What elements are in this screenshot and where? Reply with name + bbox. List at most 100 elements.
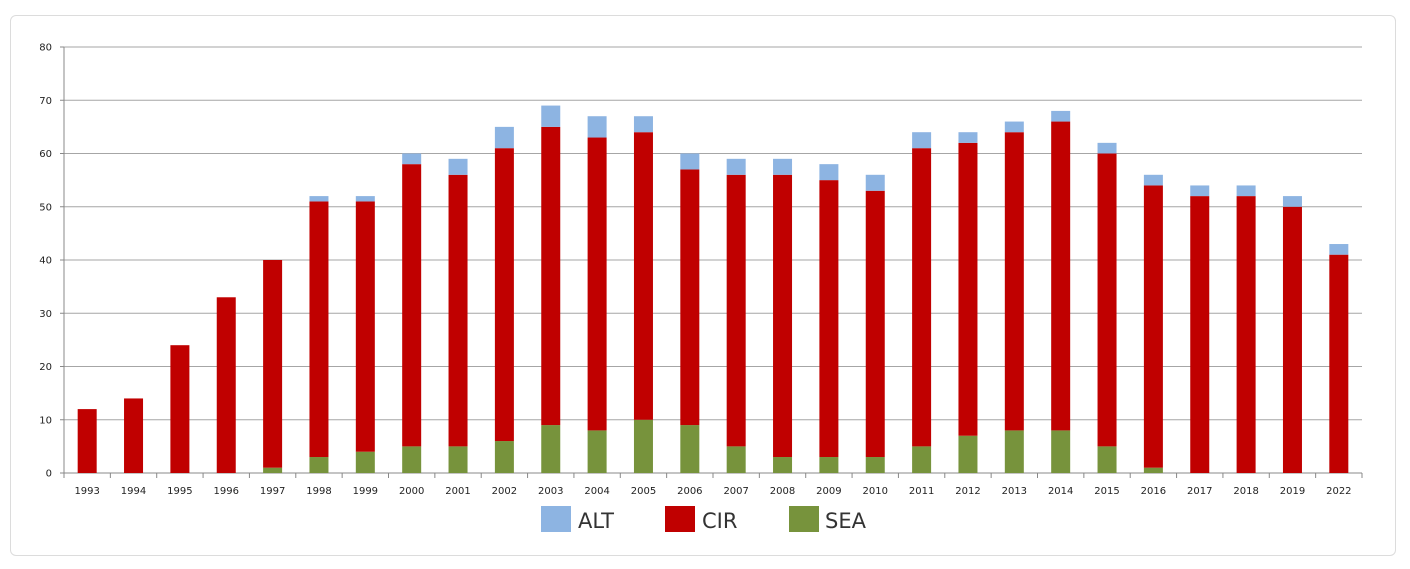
legend-item-cir: CIR xyxy=(665,506,737,533)
bar-alt xyxy=(633,116,653,133)
bar-cir xyxy=(448,174,468,447)
bar-cir xyxy=(77,409,97,473)
bar-sea xyxy=(402,446,422,473)
x-tick-label: 2011 xyxy=(909,486,934,497)
legend-item-alt: ALT xyxy=(541,506,614,533)
bar-cir xyxy=(124,398,144,473)
bar-cir xyxy=(773,174,793,458)
y-tick-label: 80 xyxy=(39,43,52,54)
y-tick-label: 40 xyxy=(39,256,52,267)
legend-label: CIR xyxy=(702,509,737,533)
y-tick-label: 30 xyxy=(39,309,52,320)
x-tick-label: 1996 xyxy=(214,486,239,497)
bar-cir xyxy=(170,345,190,473)
bar-alt xyxy=(309,196,329,202)
x-tick-label: 2012 xyxy=(955,486,980,497)
bar-cir xyxy=(865,190,885,458)
bar-cir xyxy=(1143,185,1163,468)
bar-alt xyxy=(680,153,700,170)
x-tick-label: 2001 xyxy=(445,486,470,497)
bar-alt xyxy=(1097,142,1117,154)
bar-alt xyxy=(541,105,561,127)
legend-swatch xyxy=(789,506,819,532)
bar-alt xyxy=(1329,244,1349,255)
x-tick-label: 1998 xyxy=(306,486,331,497)
bar-sea xyxy=(958,435,978,473)
bar-cir xyxy=(1051,121,1071,431)
x-tick-label: 2010 xyxy=(863,486,888,497)
bar-alt xyxy=(865,174,885,191)
bar-cir xyxy=(819,180,839,458)
bar-cir xyxy=(726,174,746,447)
bar-cir xyxy=(1097,153,1117,447)
bar-cir xyxy=(355,201,375,452)
bar-alt xyxy=(1190,185,1210,197)
bar-cir xyxy=(494,148,514,442)
bar-cir xyxy=(309,201,329,458)
bar-alt xyxy=(1143,174,1163,186)
bar-cir xyxy=(1190,196,1210,473)
bar-sea xyxy=(633,419,653,473)
bar-cir xyxy=(633,132,653,420)
legend-swatch xyxy=(541,506,571,532)
legend-label: ALT xyxy=(578,509,614,533)
x-tick-label: 2014 xyxy=(1048,486,1073,497)
chart-card xyxy=(10,15,1396,556)
bar-alt xyxy=(773,158,793,175)
bar-alt xyxy=(355,196,375,202)
bar-cir xyxy=(402,164,422,447)
bar-sea xyxy=(819,457,839,473)
x-tick-label: 2017 xyxy=(1187,486,1212,497)
x-tick-label: 1994 xyxy=(121,486,146,497)
x-tick-label: 2006 xyxy=(677,486,702,497)
bar-sea xyxy=(263,467,283,473)
bar-sea xyxy=(1004,430,1024,473)
bar-cir xyxy=(1282,206,1302,473)
bar-sea xyxy=(494,441,514,473)
bar-alt xyxy=(448,158,468,175)
legend-label: SEA xyxy=(825,509,867,533)
x-tick-label: 2005 xyxy=(631,486,656,497)
x-tick-label: 2000 xyxy=(399,486,424,497)
bar-sea xyxy=(680,425,700,473)
x-tick-label: 2019 xyxy=(1280,486,1305,497)
bar-sea xyxy=(912,446,932,473)
bar-alt xyxy=(1004,121,1024,133)
bar-cir xyxy=(1329,254,1349,473)
bar-sea xyxy=(309,457,329,473)
x-tick-label: 2004 xyxy=(584,486,609,497)
bar-sea xyxy=(1143,467,1163,473)
bar-alt xyxy=(1236,185,1256,197)
bar-cir xyxy=(1236,196,1256,473)
x-tick-label: 2003 xyxy=(538,486,563,497)
y-tick-label: 10 xyxy=(39,415,52,426)
bar-sea xyxy=(541,425,561,473)
bar-alt xyxy=(494,126,514,149)
bar-sea xyxy=(587,430,607,473)
x-tick-label: 2015 xyxy=(1094,486,1119,497)
bar-cir xyxy=(216,297,236,473)
y-tick-label: 0 xyxy=(46,469,52,480)
bar-alt xyxy=(587,116,607,138)
bar-cir xyxy=(958,142,978,436)
bar-alt xyxy=(958,132,978,143)
x-tick-label: 2016 xyxy=(1141,486,1166,497)
x-tick-label: 1995 xyxy=(167,486,192,497)
bar-sea xyxy=(726,446,746,473)
bar-sea xyxy=(1051,430,1071,473)
bar-sea xyxy=(355,451,375,473)
y-tick-label: 20 xyxy=(39,362,52,373)
bar-cir xyxy=(680,169,700,426)
bar-alt xyxy=(912,132,932,149)
bar-alt xyxy=(819,164,839,181)
x-tick-label: 2018 xyxy=(1233,486,1258,497)
bar-alt xyxy=(1282,196,1302,207)
bar-sea xyxy=(1097,446,1117,473)
bar-cir xyxy=(263,260,283,468)
x-tick-label: 2022 xyxy=(1326,486,1351,497)
bar-sea xyxy=(773,457,793,473)
x-tick-label: 2009 xyxy=(816,486,841,497)
x-tick-label: 2007 xyxy=(723,486,748,497)
x-tick-label: 1993 xyxy=(74,486,99,497)
